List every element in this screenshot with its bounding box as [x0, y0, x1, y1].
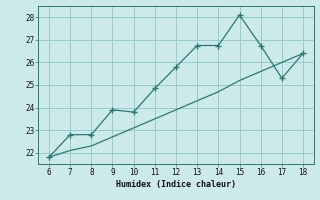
- X-axis label: Humidex (Indice chaleur): Humidex (Indice chaleur): [116, 180, 236, 189]
